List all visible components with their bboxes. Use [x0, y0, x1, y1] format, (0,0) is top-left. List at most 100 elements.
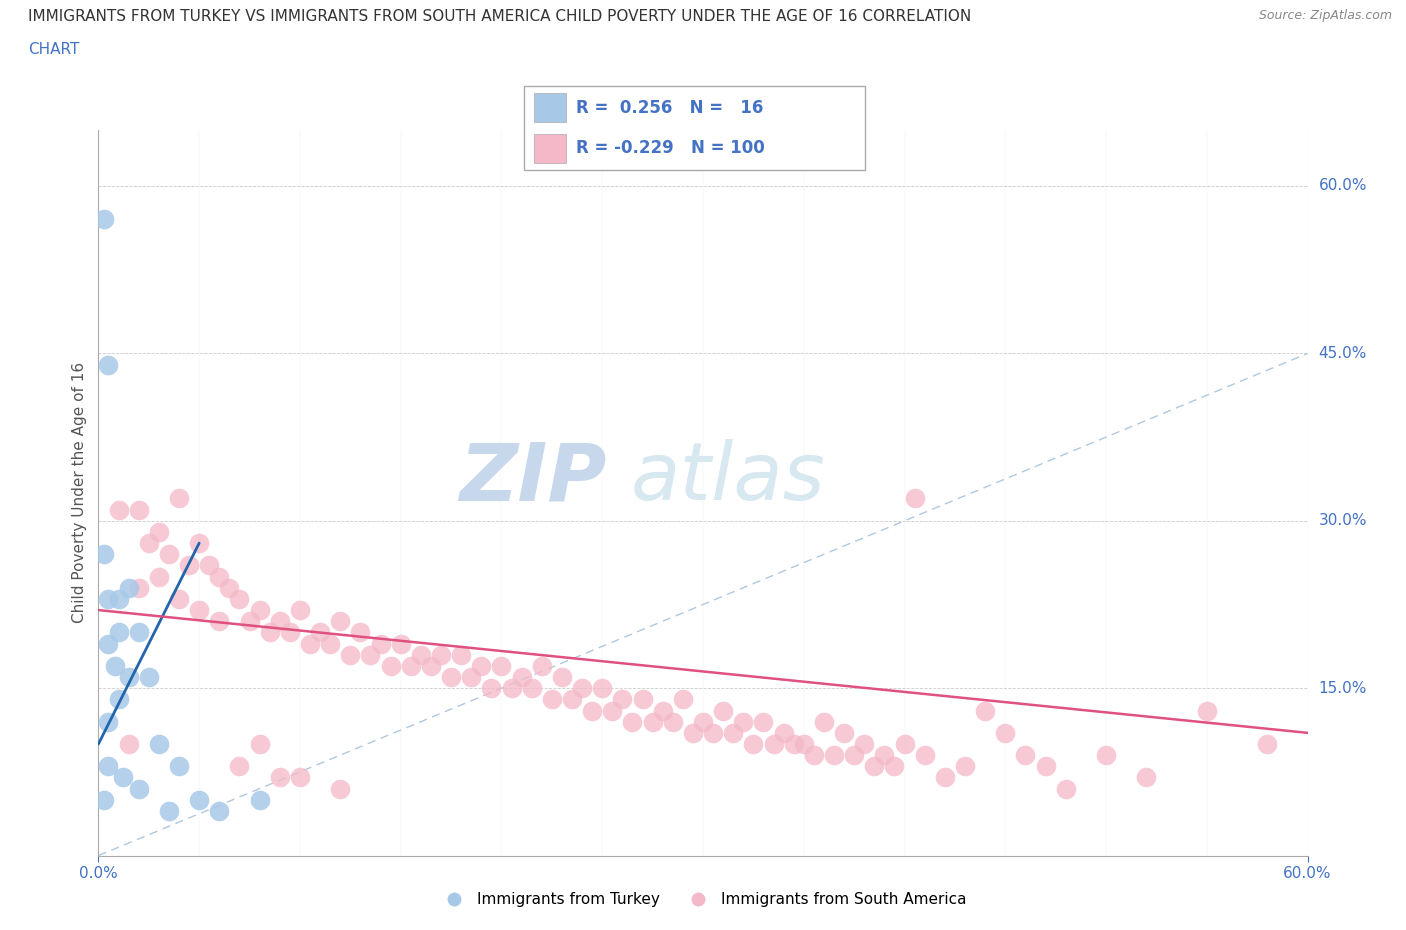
Point [249, 603, 271, 618]
Text: CHART: CHART [28, 42, 80, 57]
Point [188, 792, 211, 807]
Point [440, 670, 463, 684]
Point [107, 625, 129, 640]
Point [118, 580, 141, 595]
Point [380, 658, 402, 673]
Point [167, 759, 190, 774]
Point [540, 692, 562, 707]
Point [1035, 759, 1057, 774]
Point [148, 525, 170, 539]
Point [218, 580, 240, 595]
Point [157, 804, 180, 818]
Point [530, 658, 553, 673]
Point [803, 748, 825, 763]
Text: R =  0.256   N =   16: R = 0.256 N = 16 [576, 99, 763, 116]
Point [128, 625, 150, 640]
Point [97, 759, 120, 774]
Point [520, 681, 543, 696]
Point [621, 714, 644, 729]
Point [793, 737, 815, 751]
Point [228, 591, 250, 606]
Point [561, 692, 583, 707]
Point [269, 770, 291, 785]
Point [692, 714, 714, 729]
Point [138, 670, 160, 684]
Point [863, 759, 886, 774]
Point [914, 748, 936, 763]
Point [249, 792, 271, 807]
Point [93, 212, 115, 227]
Point [581, 703, 603, 718]
Point [711, 703, 734, 718]
Point [329, 614, 352, 629]
Point [481, 681, 503, 696]
Point [93, 547, 115, 562]
Point [128, 781, 150, 796]
Point [470, 658, 492, 673]
Point [118, 737, 141, 751]
Point [953, 759, 976, 774]
Point [97, 357, 120, 372]
Point [107, 591, 129, 606]
Point [228, 759, 250, 774]
Point [349, 625, 371, 640]
Bar [534, 93, 565, 122]
Point [1195, 703, 1218, 718]
Point [97, 636, 120, 651]
Point [600, 703, 623, 718]
Point [239, 614, 262, 629]
Text: 45.0%: 45.0% [1319, 346, 1367, 361]
Point [903, 491, 925, 506]
Point [651, 703, 673, 718]
Y-axis label: Child Poverty Under the Age of 16: Child Poverty Under the Age of 16 [72, 363, 87, 623]
Point [883, 759, 905, 774]
Point [188, 536, 211, 551]
Point [661, 714, 683, 729]
Point [641, 714, 664, 729]
Bar [534, 134, 565, 164]
Point [702, 725, 724, 740]
Point [148, 569, 170, 584]
Point [370, 636, 392, 651]
Point [319, 636, 342, 651]
Point [1014, 748, 1036, 763]
Point [762, 737, 785, 751]
Point [157, 547, 180, 562]
Point [97, 591, 120, 606]
Point [299, 636, 322, 651]
Point [278, 625, 301, 640]
Point [208, 804, 231, 818]
Point [1054, 781, 1077, 796]
Point [128, 580, 150, 595]
Point [752, 714, 775, 729]
Point [179, 558, 201, 573]
Text: IMMIGRANTS FROM TURKEY VS IMMIGRANTS FROM SOUTH AMERICA CHILD POVERTY UNDER THE : IMMIGRANTS FROM TURKEY VS IMMIGRANTS FRO… [28, 9, 972, 24]
Point [111, 770, 134, 785]
Text: R = -0.229   N = 100: R = -0.229 N = 100 [576, 140, 765, 157]
Point [813, 714, 835, 729]
Text: atlas: atlas [630, 439, 825, 517]
Point [631, 692, 654, 707]
Point [682, 725, 704, 740]
Point [450, 647, 472, 662]
Point [339, 647, 361, 662]
Point [772, 725, 794, 740]
Point [491, 658, 513, 673]
Point [844, 748, 866, 763]
Point [188, 603, 211, 618]
Point [501, 681, 523, 696]
Point [672, 692, 695, 707]
Text: 60.0%: 60.0% [1319, 179, 1367, 193]
Text: 30.0%: 30.0% [1319, 513, 1367, 528]
Point [269, 614, 291, 629]
Point [430, 647, 453, 662]
Point [107, 692, 129, 707]
Point [823, 748, 845, 763]
Point [97, 714, 120, 729]
Point [591, 681, 613, 696]
Point [107, 502, 129, 517]
Point [288, 770, 311, 785]
Point [360, 647, 382, 662]
Text: ZIP: ZIP [458, 439, 606, 517]
Point [128, 502, 150, 517]
